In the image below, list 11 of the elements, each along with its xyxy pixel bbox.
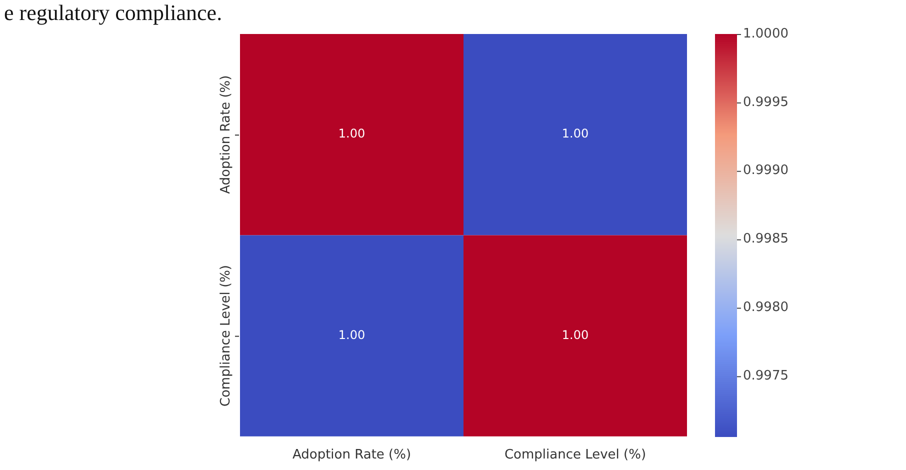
color-bar-label: 0.9975 bbox=[743, 368, 788, 384]
data-label: 1.00 bbox=[338, 126, 366, 141]
color-bar-label: 1.0000 bbox=[743, 26, 788, 42]
color-bar-label: 0.9995 bbox=[743, 94, 788, 110]
color-bar-label: 0.9980 bbox=[743, 300, 788, 316]
data-label: 1.00 bbox=[562, 126, 589, 141]
data-label: 1.00 bbox=[338, 328, 366, 342]
data-label: 1.00 bbox=[562, 328, 589, 342]
text: e regulatory compliance. bbox=[4, 0, 222, 26]
color-bar-label: 0.9990 bbox=[743, 163, 788, 178]
color-bar-label: 0.9985 bbox=[743, 232, 788, 247]
